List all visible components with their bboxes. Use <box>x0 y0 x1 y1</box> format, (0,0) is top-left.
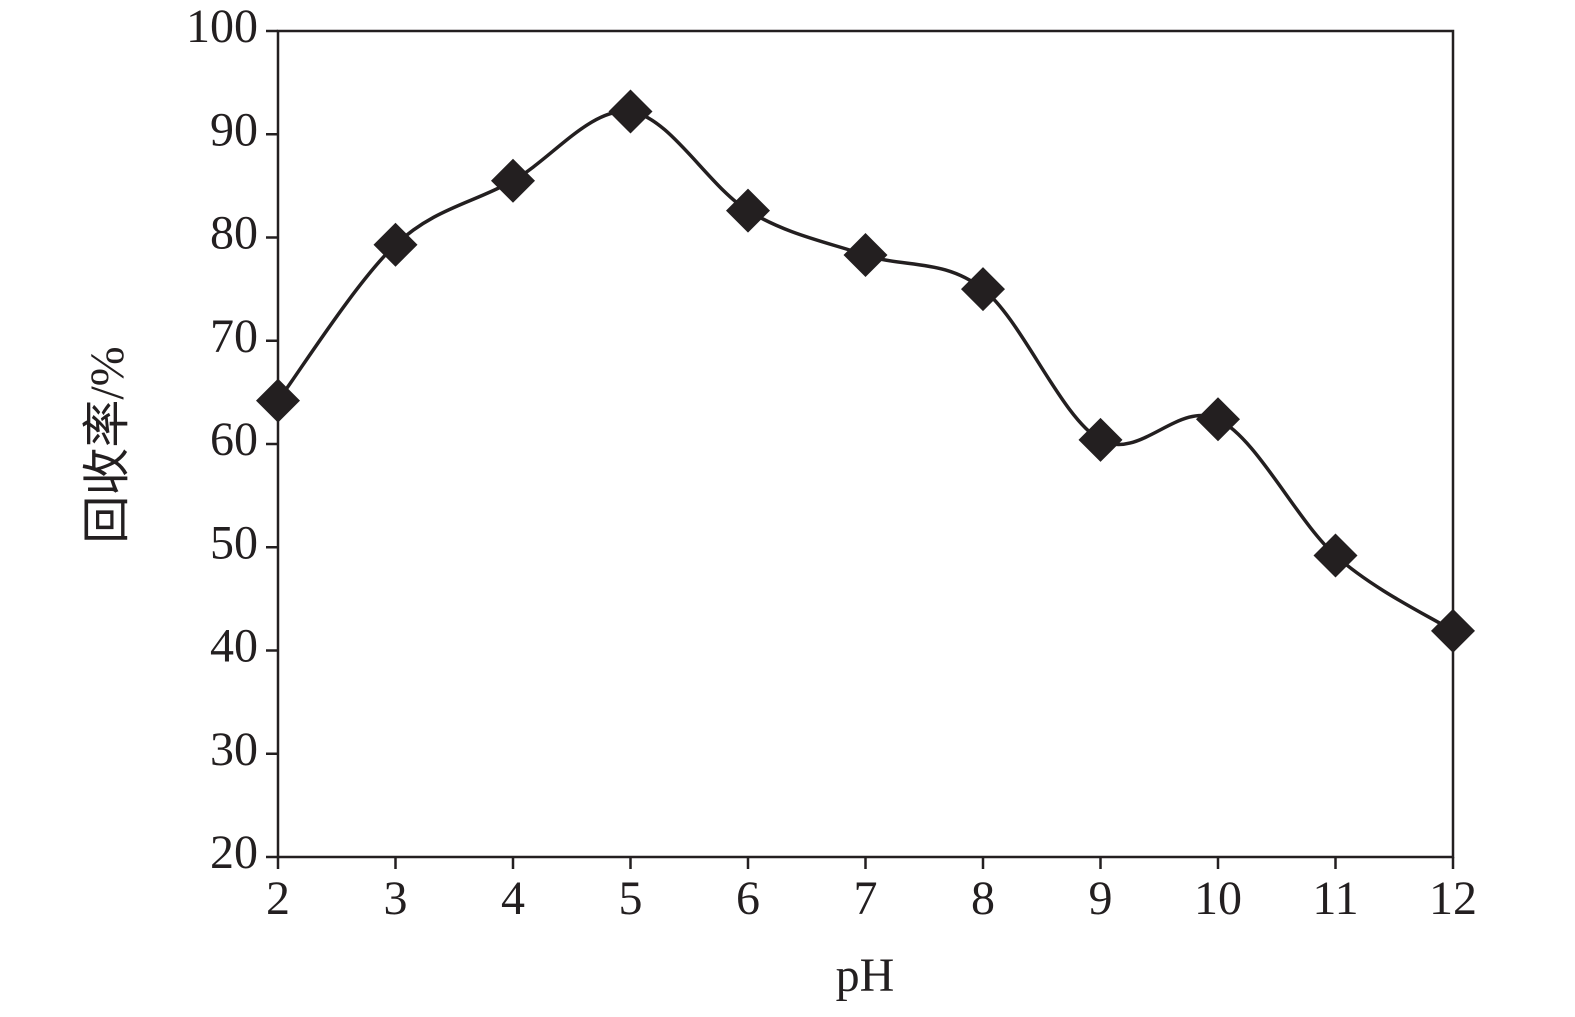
x-tick-label: 2 <box>266 872 290 925</box>
y-tick-label: 40 <box>210 620 258 673</box>
y-tick-label: 70 <box>210 310 258 363</box>
plot-frame <box>276 29 1455 859</box>
y-tick-label: 90 <box>210 103 258 156</box>
x-tick-label: 3 <box>384 872 408 925</box>
y-tick-label: 50 <box>210 516 258 569</box>
marker <box>726 188 770 233</box>
x-tick-label: 10 <box>1194 872 1242 925</box>
y-tick-label: 100 <box>186 0 258 53</box>
marker <box>1431 608 1475 653</box>
data-line <box>276 109 1454 633</box>
x-tick-label: 12 <box>1429 872 1477 925</box>
marker <box>256 378 300 423</box>
marker <box>843 233 888 278</box>
marker <box>373 222 418 267</box>
marker <box>608 89 653 134</box>
y-tick-label: 80 <box>210 207 258 260</box>
x-tick-label: 8 <box>971 872 995 925</box>
x-tick-label: 7 <box>854 872 878 925</box>
marker <box>1313 533 1358 578</box>
x-tick-label: 11 <box>1312 872 1358 925</box>
y-tick-label: 20 <box>210 826 258 879</box>
y-tick-label: 30 <box>210 723 258 776</box>
marker <box>491 158 535 203</box>
x-axis-label: pH <box>836 949 895 1002</box>
marker <box>1196 397 1240 442</box>
x-tick-label: 5 <box>619 872 643 925</box>
x-tick-label: 6 <box>736 872 760 925</box>
y-axis-label: 回收率/% <box>81 346 134 543</box>
y-tick-label: 60 <box>210 413 258 466</box>
x-tick-label: 9 <box>1089 872 1113 925</box>
x-tick-label: 4 <box>501 872 525 925</box>
marker <box>961 267 1005 312</box>
marker <box>1078 417 1123 462</box>
